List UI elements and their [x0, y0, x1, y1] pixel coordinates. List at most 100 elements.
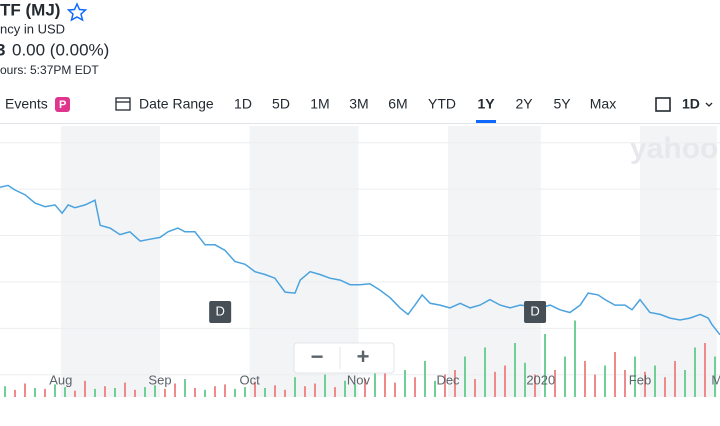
volume-bar	[654, 365, 656, 397]
events[interactable]: Events	[5, 96, 48, 112]
volume-bar	[214, 386, 216, 397]
x-tick-label: Oct	[239, 372, 260, 387]
title: TF (MJ)	[0, 0, 60, 19]
volume-bar	[14, 389, 16, 397]
volume-bar	[624, 370, 626, 397]
volume-bar	[424, 361, 426, 397]
events-icon-label: P	[59, 99, 66, 111]
range-option[interactable]: 3M	[349, 96, 368, 112]
volume-bar	[124, 382, 126, 397]
currency: ncy in USD	[0, 21, 65, 36]
zoom-box	[293, 342, 395, 374]
price-line	[0, 184, 720, 336]
volume-bar	[694, 347, 696, 397]
volume-bar	[584, 361, 586, 397]
range-option[interactable]: 1Y	[477, 96, 495, 112]
price: 3	[0, 40, 5, 59]
volume-bar	[84, 380, 86, 397]
volume-bar	[294, 377, 296, 397]
volume-bar	[544, 334, 546, 397]
events-icon	[55, 97, 70, 112]
volume-bar	[504, 365, 506, 397]
plot: yahoo D D − + Aug Sep Oct Nov Dec 2020 Feb M	[0, 126, 720, 397]
calendar-icon	[115, 97, 131, 111]
volume-bar	[684, 370, 686, 397]
x-tick-label: M	[711, 372, 720, 387]
month-band	[60, 126, 160, 397]
volume-bar	[704, 343, 706, 397]
dividend-marker[interactable]	[209, 301, 232, 323]
watermark: yahoo	[630, 132, 718, 165]
volume-bar	[714, 356, 716, 397]
volume-bar	[154, 385, 156, 397]
range-group: 1D 5D 1M 3M 6M YTD 1Y 2Y 5Y Max	[234, 96, 616, 123]
volume-bar	[164, 388, 166, 397]
volume-bar	[524, 362, 526, 397]
volume-bar	[264, 388, 266, 397]
volume-bar	[94, 388, 96, 397]
volume-bar	[434, 380, 436, 397]
range-underline	[476, 120, 496, 123]
volume-bar	[364, 379, 366, 397]
volume-bar	[194, 388, 196, 397]
date-range[interactable]: Date Range	[139, 96, 214, 112]
volume-bar	[174, 383, 176, 397]
volume-bar	[614, 352, 616, 397]
volume-bar	[184, 379, 186, 397]
volume-bar	[54, 384, 56, 397]
volume-bar	[394, 382, 396, 397]
volume-bar	[454, 370, 456, 397]
volume-bar	[234, 388, 236, 397]
volume-bar	[594, 374, 596, 397]
volume-bar	[64, 387, 66, 397]
volume-bar	[464, 356, 466, 397]
volume-bar	[134, 389, 136, 397]
x-tick-label: Aug	[49, 372, 72, 387]
dividend-label: D	[215, 303, 224, 318]
volume-bar	[384, 371, 386, 397]
time: ours: 5:37PM EDT	[0, 63, 99, 77]
volume-bar	[34, 388, 36, 397]
volume-bar	[224, 384, 226, 397]
range-option[interactable]: YTD	[428, 96, 456, 112]
change: 0.00 (0.00%)	[12, 40, 109, 59]
range-option[interactable]: 1M	[310, 96, 329, 112]
volume-bar	[474, 379, 476, 397]
interval[interactable]: 1D	[682, 96, 700, 112]
volume-bar	[104, 386, 106, 397]
zoom-in[interactable]: +	[357, 344, 370, 369]
x-tick-label: Feb	[629, 372, 651, 387]
volume-bar	[604, 365, 606, 397]
volume-bar	[44, 388, 46, 397]
volume-bar	[414, 377, 416, 397]
dividend-marker[interactable]	[524, 301, 547, 323]
volume-bar	[374, 365, 376, 397]
x-tick-label: Nov	[347, 372, 371, 387]
zoom-out[interactable]: −	[311, 344, 324, 369]
volume-bar	[554, 370, 556, 397]
range-option[interactable]: Max	[590, 96, 616, 112]
volume-bar	[304, 386, 306, 397]
volume-bar	[444, 374, 446, 397]
x-tick-label: 2020	[526, 372, 555, 387]
volume-bar	[284, 389, 286, 397]
volume-bar	[534, 374, 536, 397]
volume-bar	[244, 387, 246, 397]
volume-bar	[114, 388, 116, 397]
range-option[interactable]: 2Y	[515, 96, 533, 112]
volume-bar	[484, 347, 486, 397]
volume-bar	[354, 384, 356, 397]
x-tick-label: Dec	[436, 372, 460, 387]
volume-bar	[664, 377, 666, 397]
range-option[interactable]: 6M	[388, 96, 407, 112]
range-option[interactable]: 5Y	[553, 96, 571, 112]
volume-bar	[204, 389, 206, 397]
range-option[interactable]: 1D	[234, 96, 252, 112]
month-band	[448, 126, 541, 397]
volume-bar	[314, 383, 316, 397]
volume-bar	[494, 371, 496, 397]
star-icon[interactable]	[66, 2, 88, 22]
volume-bar	[514, 343, 516, 397]
range-option[interactable]: 5D	[272, 96, 290, 112]
volume-bar	[274, 385, 276, 397]
